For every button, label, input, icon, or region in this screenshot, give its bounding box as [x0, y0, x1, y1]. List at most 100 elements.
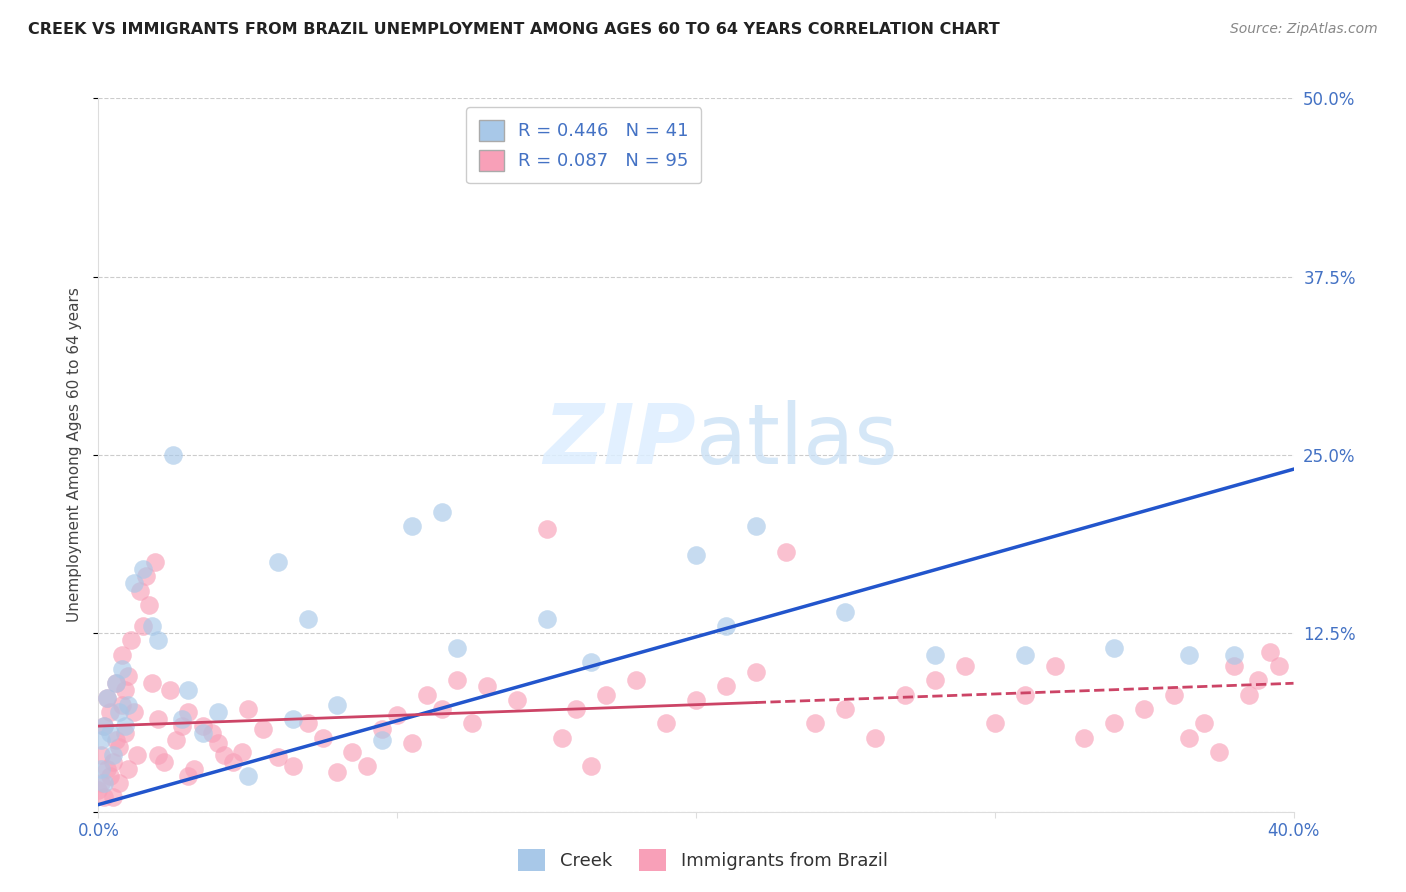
Point [446, 640, 468, 655]
Point [153, 755, 176, 769]
Point [1267, 659, 1289, 673]
Point [117, 669, 139, 683]
Point [177, 683, 200, 698]
Point [105, 676, 128, 690]
Point [100, 726, 122, 740]
Point [141, 676, 163, 690]
Point [90, 733, 112, 747]
Point [111, 698, 134, 712]
Point [117, 762, 139, 776]
Point [114, 719, 136, 733]
Point [129, 583, 152, 598]
Point [111, 648, 134, 662]
Legend: R = 0.446   N = 41, R = 0.087   N = 95: R = 0.446 N = 41, R = 0.087 N = 95 [465, 107, 702, 183]
Point [207, 705, 229, 719]
Point [141, 619, 163, 633]
Point [207, 736, 229, 750]
Point [655, 716, 678, 731]
Point [714, 679, 737, 693]
Point [924, 648, 946, 662]
Point [93, 719, 115, 733]
Legend: Creek, Immigrants from Brazil: Creek, Immigrants from Brazil [512, 842, 894, 879]
Point [1133, 702, 1156, 716]
Point [595, 688, 617, 702]
Point [231, 745, 253, 759]
Point [108, 705, 131, 719]
Point [172, 719, 194, 733]
Point [297, 612, 319, 626]
Point [281, 759, 304, 773]
Point [461, 716, 484, 731]
Point [236, 769, 259, 783]
Point [87, 783, 110, 797]
Point [183, 762, 205, 776]
Point [93, 776, 115, 790]
Text: ZIP: ZIP [543, 401, 696, 481]
Point [581, 759, 603, 773]
Point [1258, 645, 1281, 659]
Point [148, 747, 170, 762]
Point [96, 690, 118, 705]
Point [385, 707, 409, 722]
Point [685, 548, 707, 562]
Text: atlas: atlas [696, 401, 897, 481]
Point [172, 712, 194, 726]
Point [1014, 648, 1036, 662]
Point [100, 705, 122, 719]
Point [1192, 716, 1215, 731]
Point [430, 702, 453, 716]
Text: Source: ZipAtlas.com: Source: ZipAtlas.com [1230, 22, 1378, 37]
Point [536, 522, 558, 536]
Point [114, 683, 136, 698]
Point [1208, 745, 1230, 759]
Point [1247, 673, 1270, 688]
Point [90, 762, 112, 776]
Point [191, 726, 214, 740]
Point [132, 562, 155, 576]
Point [105, 676, 128, 690]
Point [984, 716, 1007, 731]
Point [124, 705, 146, 719]
Point [506, 693, 529, 707]
Point [326, 764, 349, 779]
Point [159, 683, 181, 698]
Text: CREEK VS IMMIGRANTS FROM BRAZIL UNEMPLOYMENT AMONG AGES 60 TO 64 YEARS CORRELATI: CREEK VS IMMIGRANTS FROM BRAZIL UNEMPLOY… [28, 22, 1000, 37]
Point [745, 665, 768, 679]
Point [894, 688, 917, 702]
Point [267, 750, 290, 764]
Point [138, 598, 160, 612]
Point [775, 545, 797, 559]
Point [201, 726, 224, 740]
Point [96, 762, 118, 776]
Point [1178, 648, 1201, 662]
Point [212, 747, 235, 762]
Point [103, 790, 125, 805]
Point [834, 605, 856, 619]
Point [342, 745, 364, 759]
Point [714, 619, 737, 633]
Point [804, 716, 827, 731]
Point [1223, 659, 1246, 673]
Point [581, 655, 603, 669]
Point [834, 702, 856, 716]
Point [100, 769, 122, 783]
Point [114, 726, 136, 740]
Point [117, 698, 139, 712]
Point [105, 733, 128, 747]
Point [103, 755, 125, 769]
Point [120, 633, 142, 648]
Point [165, 733, 187, 747]
Point [550, 731, 572, 745]
Point [685, 693, 707, 707]
Point [127, 747, 149, 762]
Point [356, 759, 378, 773]
Point [924, 673, 946, 688]
Point [177, 769, 200, 783]
Point [416, 688, 439, 702]
Point [103, 747, 125, 762]
Point [267, 555, 290, 569]
Point [1178, 731, 1201, 745]
Point [565, 702, 588, 716]
Point [148, 712, 170, 726]
Point [1223, 648, 1246, 662]
